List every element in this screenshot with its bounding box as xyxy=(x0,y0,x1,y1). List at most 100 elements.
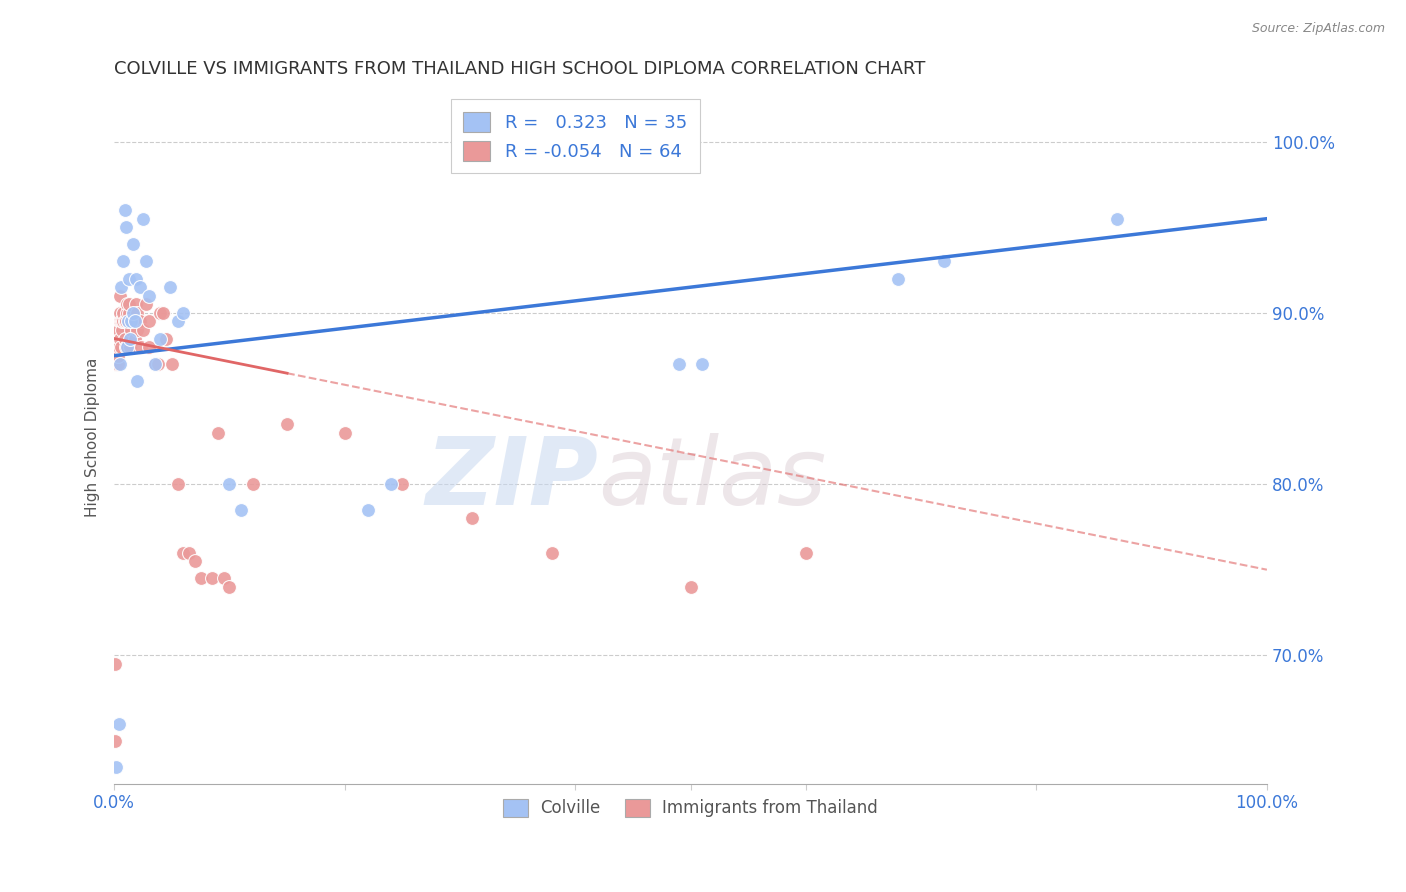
Point xyxy=(357,502,380,516)
Point xyxy=(138,289,160,303)
Point xyxy=(121,314,143,328)
Point xyxy=(242,477,264,491)
Point xyxy=(121,314,143,328)
Point xyxy=(149,306,172,320)
Point xyxy=(111,314,134,328)
Point xyxy=(120,340,142,354)
Point xyxy=(115,297,138,311)
Point xyxy=(1105,211,1128,226)
Point xyxy=(124,314,146,328)
Text: COLVILLE VS IMMIGRANTS FROM THAILAND HIGH SCHOOL DIPLOMA CORRELATION CHART: COLVILLE VS IMMIGRANTS FROM THAILAND HIG… xyxy=(114,60,925,78)
Point xyxy=(143,357,166,371)
Text: atlas: atlas xyxy=(599,434,827,524)
Point xyxy=(138,314,160,328)
Point xyxy=(152,306,174,320)
Point xyxy=(125,297,148,311)
Point xyxy=(218,477,240,491)
Text: Source: ZipAtlas.com: Source: ZipAtlas.com xyxy=(1251,22,1385,36)
Point xyxy=(160,357,183,371)
Point xyxy=(108,357,131,371)
Point xyxy=(114,332,136,346)
Point xyxy=(124,332,146,346)
Point xyxy=(135,297,157,311)
Point xyxy=(129,340,152,354)
Text: ZIP: ZIP xyxy=(426,433,599,524)
Point xyxy=(690,357,713,371)
Y-axis label: High School Diploma: High School Diploma xyxy=(86,358,100,516)
Point xyxy=(794,545,817,559)
Point xyxy=(112,314,135,328)
Point xyxy=(104,657,127,671)
Point xyxy=(166,314,188,328)
Point xyxy=(107,357,129,371)
Point xyxy=(104,734,127,748)
Point xyxy=(107,716,129,731)
Point xyxy=(391,477,413,491)
Point xyxy=(112,306,135,320)
Point xyxy=(190,571,212,585)
Point xyxy=(118,271,141,285)
Point xyxy=(132,211,155,226)
Point xyxy=(105,759,128,773)
Point xyxy=(172,545,194,559)
Point xyxy=(132,323,155,337)
Point xyxy=(668,357,690,371)
Point xyxy=(111,323,134,337)
Point xyxy=(541,545,564,559)
Point xyxy=(143,357,166,371)
Point xyxy=(114,340,136,354)
Point xyxy=(107,349,129,363)
Point xyxy=(207,425,229,440)
Point xyxy=(127,323,149,337)
Point xyxy=(114,203,136,218)
Point xyxy=(114,220,136,235)
Point xyxy=(114,314,136,328)
Point xyxy=(276,417,298,432)
Point xyxy=(107,323,129,337)
Point xyxy=(229,502,252,516)
Point xyxy=(105,357,128,371)
Point xyxy=(155,332,177,346)
Point xyxy=(125,271,148,285)
Point xyxy=(135,254,157,268)
Point xyxy=(115,340,138,354)
Point xyxy=(159,280,181,294)
Point xyxy=(110,314,132,328)
Point xyxy=(121,323,143,337)
Point xyxy=(172,306,194,320)
Point xyxy=(108,306,131,320)
Point xyxy=(146,357,169,371)
Point xyxy=(115,306,138,320)
Point xyxy=(128,314,150,328)
Point xyxy=(679,580,702,594)
Point xyxy=(201,571,224,585)
Point xyxy=(108,332,131,346)
Point xyxy=(179,545,201,559)
Point xyxy=(107,340,129,354)
Point xyxy=(112,254,135,268)
Point xyxy=(122,314,145,328)
Point xyxy=(120,332,142,346)
Point xyxy=(117,314,139,328)
Point xyxy=(138,340,160,354)
Point xyxy=(105,340,128,354)
Point xyxy=(934,254,956,268)
Point xyxy=(110,340,132,354)
Point xyxy=(127,306,149,320)
Point xyxy=(117,314,139,328)
Point xyxy=(121,306,143,320)
Legend: Colville, Immigrants from Thailand: Colville, Immigrants from Thailand xyxy=(496,792,884,824)
Point xyxy=(121,237,143,252)
Point xyxy=(114,314,136,328)
Point xyxy=(108,289,131,303)
Point xyxy=(184,554,207,568)
Point xyxy=(333,425,356,440)
Point xyxy=(127,375,149,389)
Point xyxy=(212,571,235,585)
Point xyxy=(218,580,240,594)
Point xyxy=(118,306,141,320)
Point xyxy=(118,297,141,311)
Point xyxy=(380,477,402,491)
Point xyxy=(460,511,482,525)
Point xyxy=(149,332,172,346)
